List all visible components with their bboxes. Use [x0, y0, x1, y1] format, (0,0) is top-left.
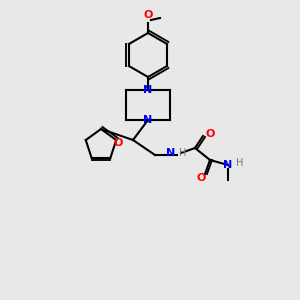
Text: N: N — [224, 160, 232, 170]
Text: O: O — [113, 138, 123, 148]
Text: H: H — [179, 148, 186, 158]
Text: O: O — [196, 173, 206, 183]
Text: H: H — [236, 158, 243, 168]
Text: O: O — [143, 10, 153, 20]
Text: N: N — [143, 85, 153, 95]
Text: O: O — [206, 129, 215, 139]
Text: N: N — [143, 115, 153, 125]
Text: N: N — [166, 148, 175, 158]
